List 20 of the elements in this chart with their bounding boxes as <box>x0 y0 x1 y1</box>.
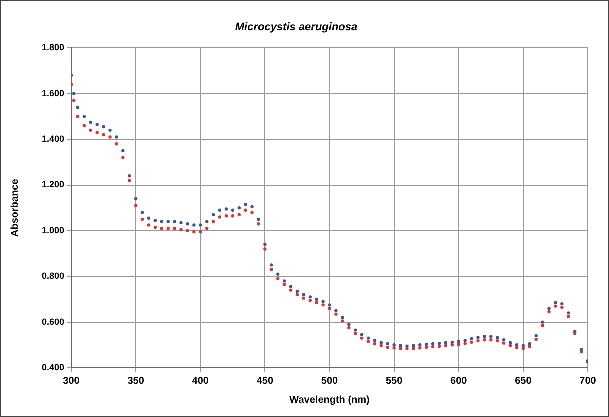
y-axis-title: Absorbance <box>10 178 21 237</box>
y-tick-label: 1.800 <box>42 42 65 53</box>
y-tick-label: 1.000 <box>42 225 65 236</box>
x-tick-label: 450 <box>256 376 274 387</box>
x-tick-label: 500 <box>321 376 339 387</box>
x-tick-label: 600 <box>450 376 468 387</box>
chart-title: Microcystis aeruginosa <box>235 22 358 34</box>
x-tick-label: 700 <box>580 376 597 387</box>
x-tick-label: 300 <box>63 376 80 387</box>
y-tick-label: 1.600 <box>42 88 65 98</box>
x-tick-label: 350 <box>128 376 145 387</box>
x-tick-label: 550 <box>386 376 404 387</box>
y-tick-label: 1.200 <box>42 180 65 190</box>
x-axis-title: Wavelength (nm) <box>290 394 370 406</box>
x-tick-label: 400 <box>192 376 210 387</box>
y-tick-label: 1.400 <box>42 134 65 144</box>
y-tick-label: 0.400 <box>42 362 65 372</box>
y-tick-label: 0.600 <box>42 316 65 327</box>
x-tick-label: 650 <box>515 376 532 387</box>
y-tick-label: 0.800 <box>42 271 65 282</box>
